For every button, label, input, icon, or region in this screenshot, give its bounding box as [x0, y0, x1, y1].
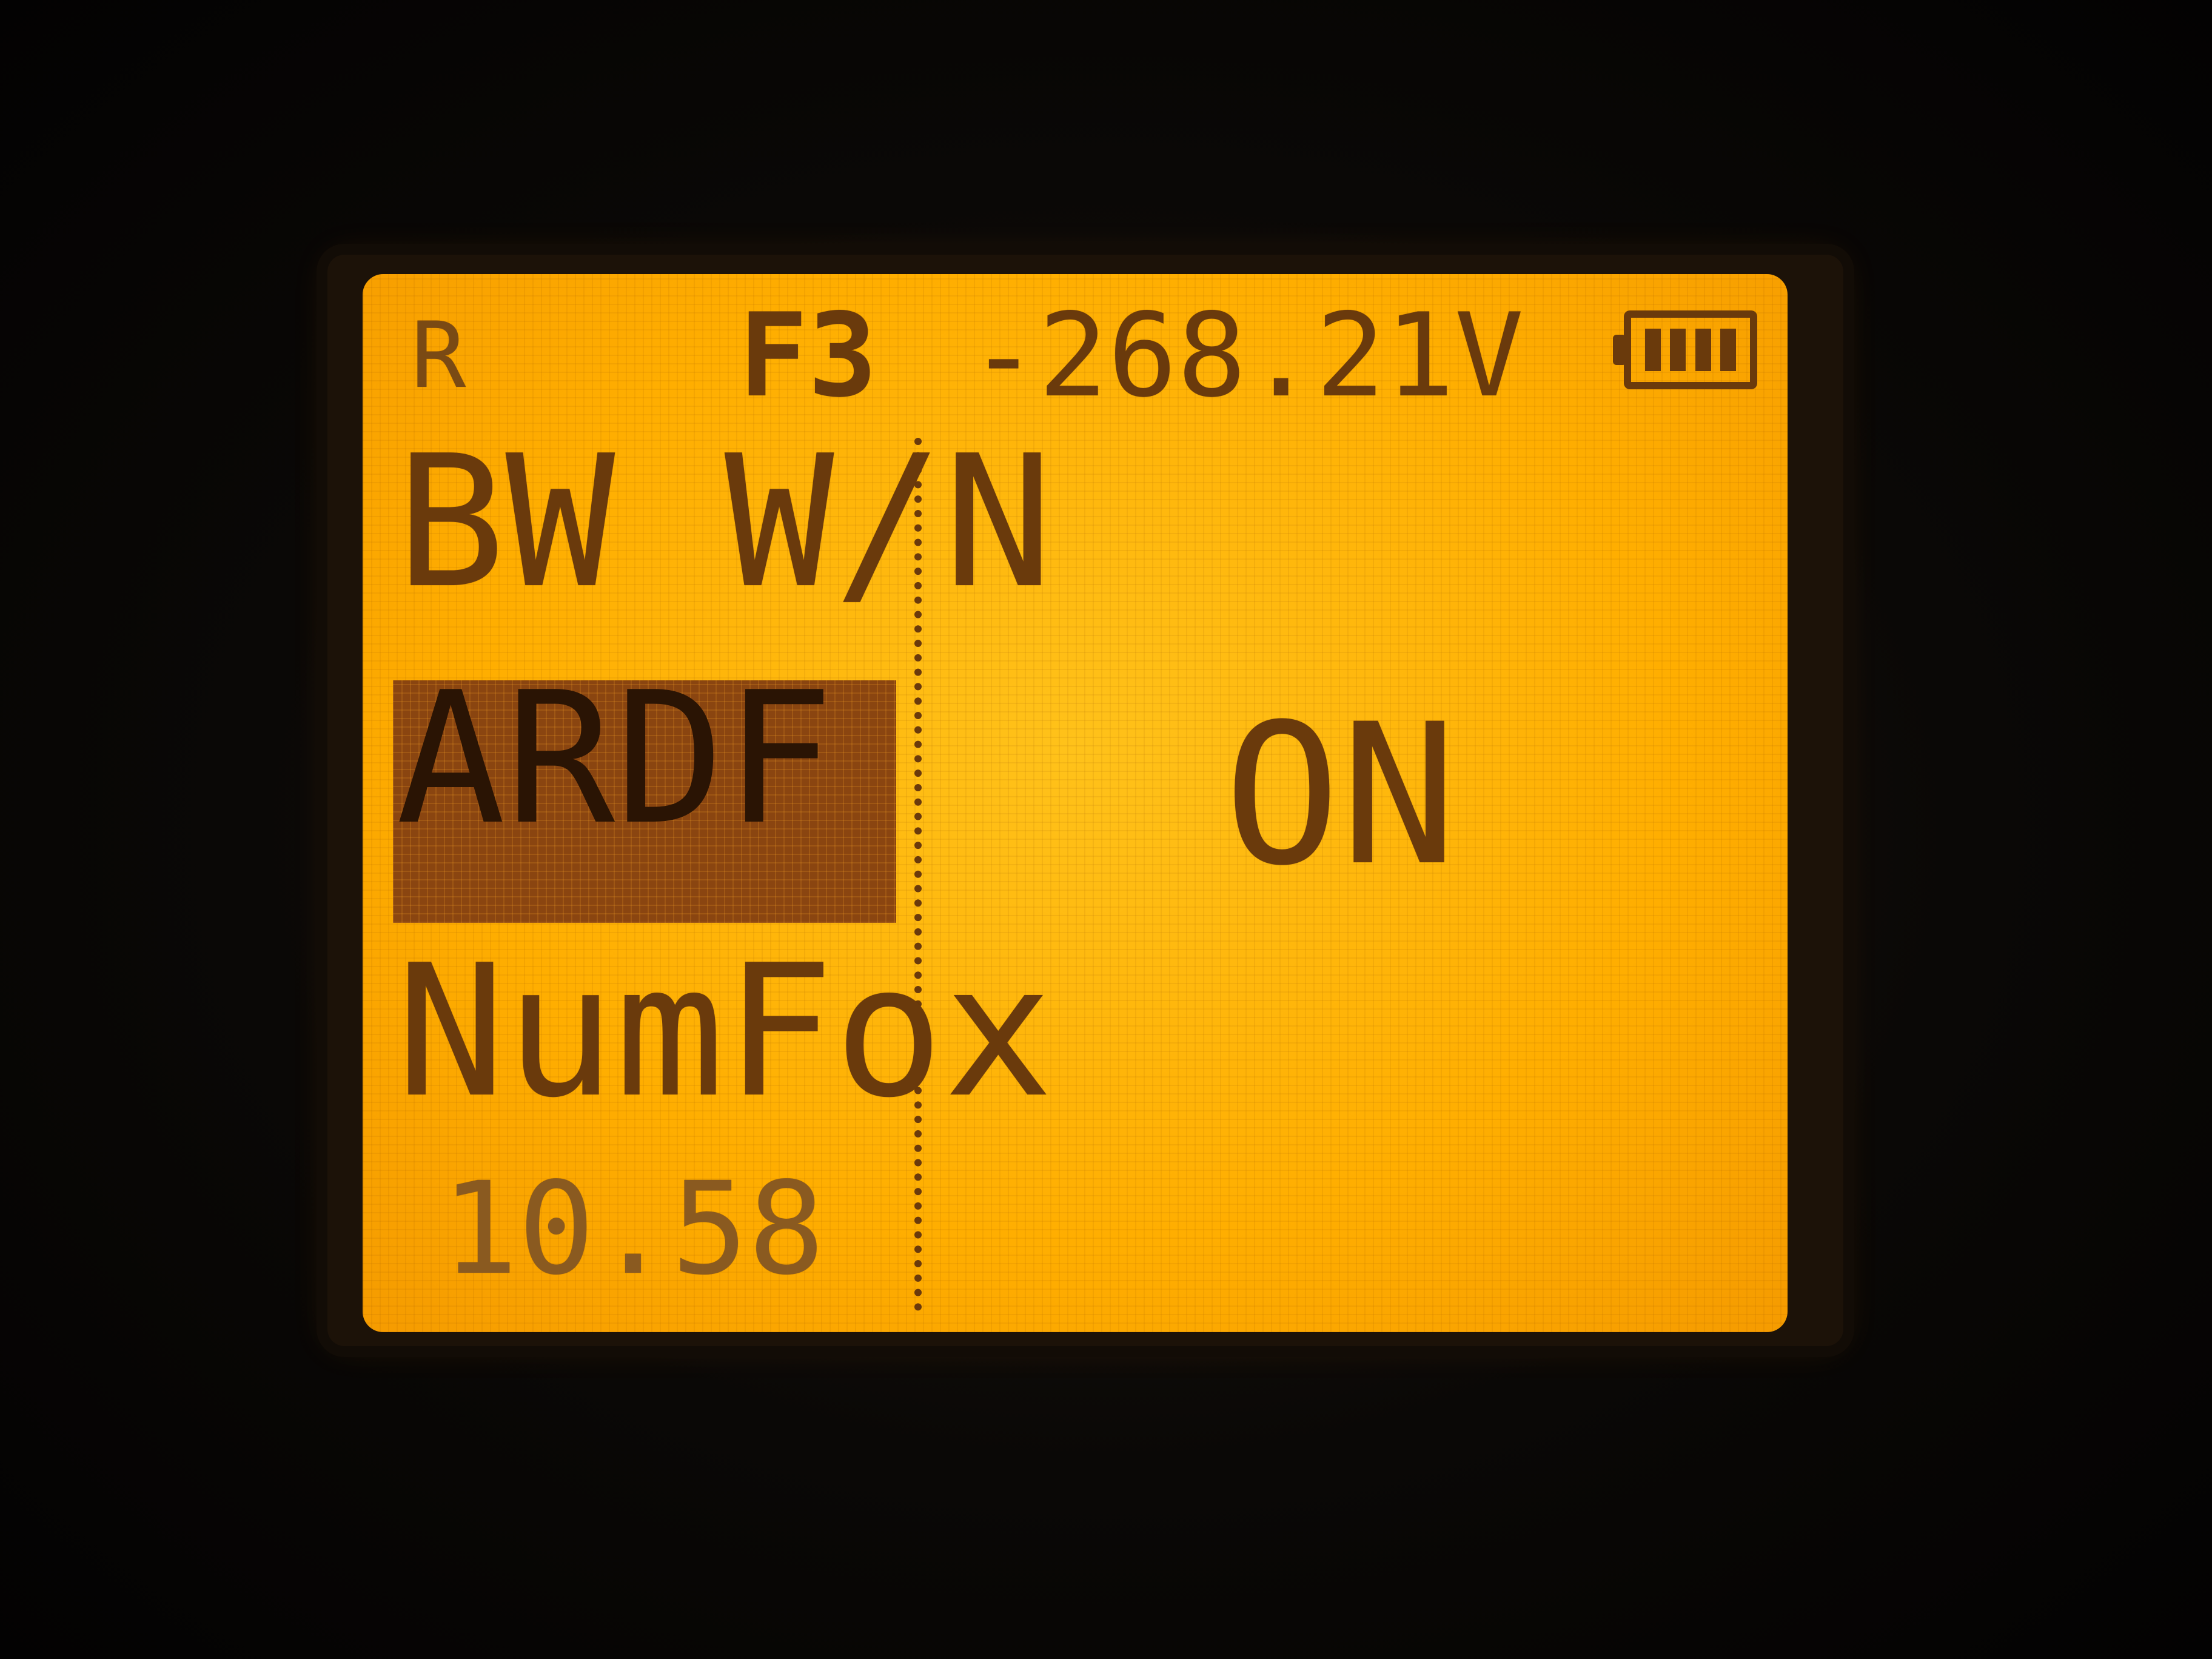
battery-bar: [1670, 329, 1686, 371]
menu-item-bw[interactable]: BW W/N: [396, 417, 1053, 628]
menu-item-ardf[interactable]: ARDF: [396, 653, 834, 865]
column-divider: [914, 438, 922, 1311]
battery-full-icon: [1613, 310, 1757, 389]
setting-value[interactable]: ON: [1224, 683, 1458, 908]
battery-bar: [1695, 329, 1711, 371]
battery-bar: [1720, 329, 1736, 371]
frequency-readout: 10.58: [441, 1155, 825, 1303]
battery-tip: [1613, 335, 1626, 365]
lcd-screen: R F3 -268.21V BW W/N ARDF NumFox 10.58 O…: [363, 274, 1788, 1332]
voltage-readout: -268.21V: [969, 289, 1524, 423]
menu-selection-highlight: [393, 680, 896, 923]
menu-item-numfox[interactable]: NumFox: [396, 926, 1053, 1138]
mode-indicator: R: [411, 303, 466, 409]
preset-label: F3: [739, 289, 877, 423]
battery-bar: [1645, 329, 1661, 371]
